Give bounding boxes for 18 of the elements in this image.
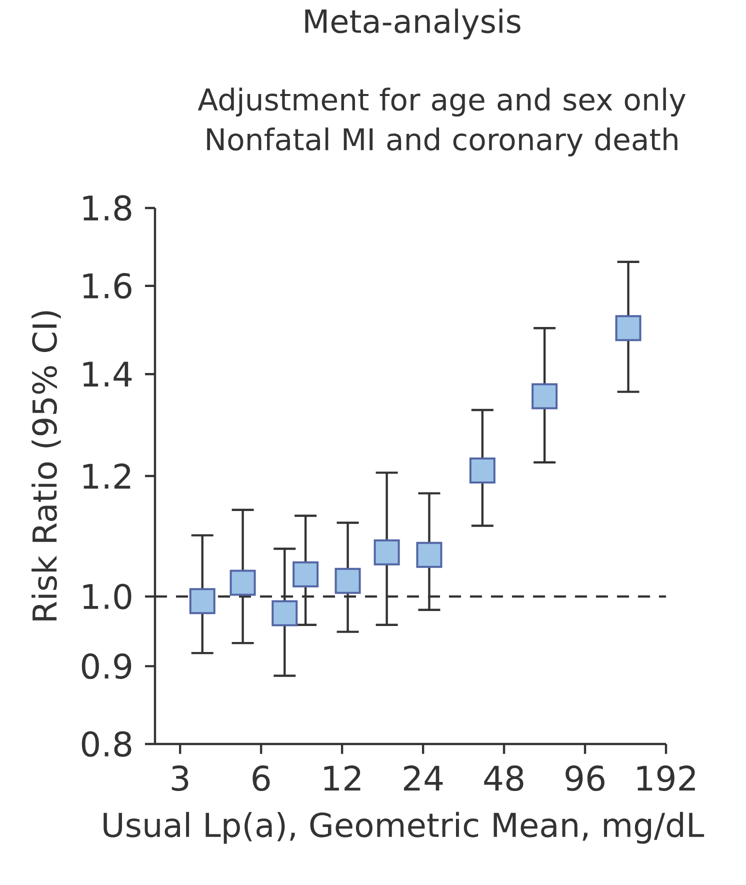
y-tick-label: 1.0 bbox=[83, 584, 132, 610]
y-tick-label: 1.8 bbox=[83, 195, 132, 221]
x-tick-label: 3 bbox=[172, 765, 188, 792]
y-tick-label: 1.4 bbox=[83, 362, 132, 386]
chart-subtitle: Adjustment for age and sex only Nonfatal MI and coronary death bbox=[198, 88, 686, 156]
x-tick-label: 12 bbox=[324, 765, 360, 791]
x-axis-title: Usual Lp(a), Geometric Mean, mg/dL bbox=[104, 812, 704, 844]
x-tick-label: 24 bbox=[404, 765, 443, 791]
x-tick-label: 96 bbox=[566, 765, 604, 792]
x-tick-label: 192 bbox=[637, 765, 695, 792]
y-tick-label: 0.9 bbox=[82, 653, 132, 679]
y-axis-title: Risk Ratio (95% CI) bbox=[32, 311, 61, 620]
y-tick-label: 0.8 bbox=[82, 731, 132, 757]
x-tick-label: 48 bbox=[484, 765, 524, 792]
y-tick-label: 1.2 bbox=[83, 463, 130, 489]
x-tick-label: 6 bbox=[252, 765, 270, 792]
chart-title: Meta-analysis bbox=[305, 8, 520, 40]
y-tick-label: 1.6 bbox=[83, 273, 132, 299]
